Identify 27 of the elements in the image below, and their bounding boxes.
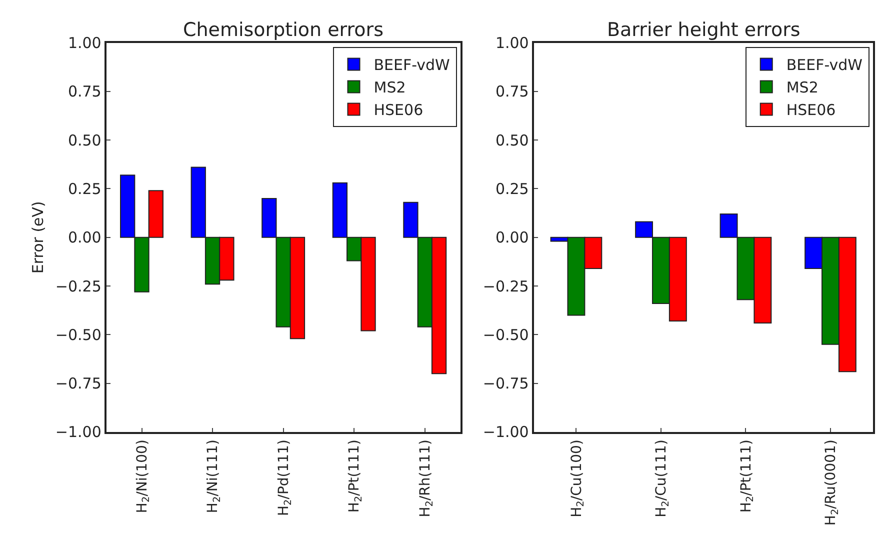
- legend-label: HSE06: [786, 101, 836, 120]
- y-tick-label: 0.25: [68, 180, 102, 198]
- y-tick-label: 0.75: [495, 82, 529, 101]
- chart-title: Chemisorption errors: [183, 19, 384, 41]
- y-tick-label: −0.50: [482, 326, 529, 344]
- y-tick-label: −1.00: [482, 423, 529, 442]
- y-tick-label: −0.75: [55, 374, 102, 393]
- y-tick-label: −1.00: [55, 423, 102, 442]
- y-tick-label: −0.75: [482, 374, 529, 393]
- legend-label: HSE06: [374, 101, 424, 120]
- y-tick-label: −0.25: [55, 277, 102, 296]
- y-tick-label: 0.50: [495, 131, 529, 150]
- y-tick-label: 0.00: [68, 228, 102, 247]
- y-tick-label: 1.00: [495, 34, 529, 52]
- y-tick-label: 0.75: [68, 82, 102, 101]
- legend-label: BEEF-vdW: [374, 56, 450, 74]
- legend-label: MS2: [374, 78, 406, 97]
- y-tick-label: 0.50: [68, 131, 102, 150]
- chart-title: Barrier height errors: [607, 19, 800, 41]
- y-tick-label: 0.00: [495, 228, 529, 247]
- y-tick-label: −0.25: [482, 277, 529, 296]
- y-axis-title: Error (eV): [29, 201, 48, 274]
- y-tick-label: 0.25: [495, 180, 529, 198]
- legend-label: MS2: [786, 78, 818, 97]
- y-tick-label: 1.00: [68, 34, 102, 52]
- legend-label: BEEF-vdW: [786, 56, 863, 74]
- y-tick-label: −0.50: [55, 326, 102, 344]
